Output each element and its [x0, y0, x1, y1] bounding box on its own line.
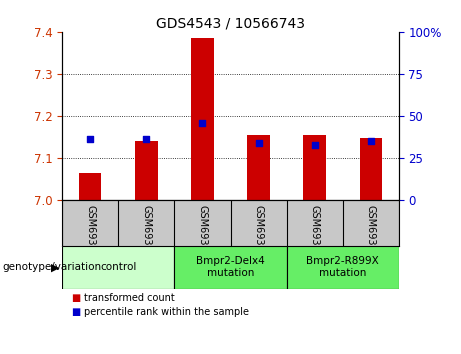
- Point: [255, 140, 262, 146]
- Text: transformed count: transformed count: [84, 293, 175, 303]
- Text: GSM693826: GSM693826: [142, 205, 151, 264]
- Point: [142, 137, 150, 142]
- Bar: [135, 141, 158, 200]
- Text: GSM693828: GSM693828: [254, 205, 264, 264]
- Point: [199, 120, 206, 126]
- Text: ■: ■: [71, 307, 81, 316]
- Bar: [191, 38, 214, 200]
- Text: percentile rank within the sample: percentile rank within the sample: [84, 307, 249, 316]
- Bar: [247, 135, 270, 200]
- Point: [367, 138, 374, 144]
- Text: genotype/variation: genotype/variation: [2, 262, 101, 272]
- Bar: [303, 135, 326, 200]
- Bar: [287, 246, 399, 289]
- Point: [311, 142, 318, 147]
- Text: Bmpr2-Delx4
mutation: Bmpr2-Delx4 mutation: [196, 256, 265, 278]
- Bar: [79, 173, 101, 200]
- Text: GSM693825: GSM693825: [85, 205, 95, 264]
- Bar: [360, 138, 382, 200]
- Text: GSM693827: GSM693827: [197, 205, 207, 264]
- Bar: [62, 246, 174, 289]
- Text: Bmpr2-R899X
mutation: Bmpr2-R899X mutation: [306, 256, 379, 278]
- Title: GDS4543 / 10566743: GDS4543 / 10566743: [156, 17, 305, 31]
- Text: control: control: [100, 262, 136, 272]
- Text: ▶: ▶: [51, 262, 59, 272]
- Text: GSM693830: GSM693830: [366, 205, 376, 263]
- Text: GSM693829: GSM693829: [310, 205, 319, 264]
- Bar: [174, 246, 287, 289]
- Point: [87, 137, 94, 142]
- Text: ■: ■: [71, 293, 81, 303]
